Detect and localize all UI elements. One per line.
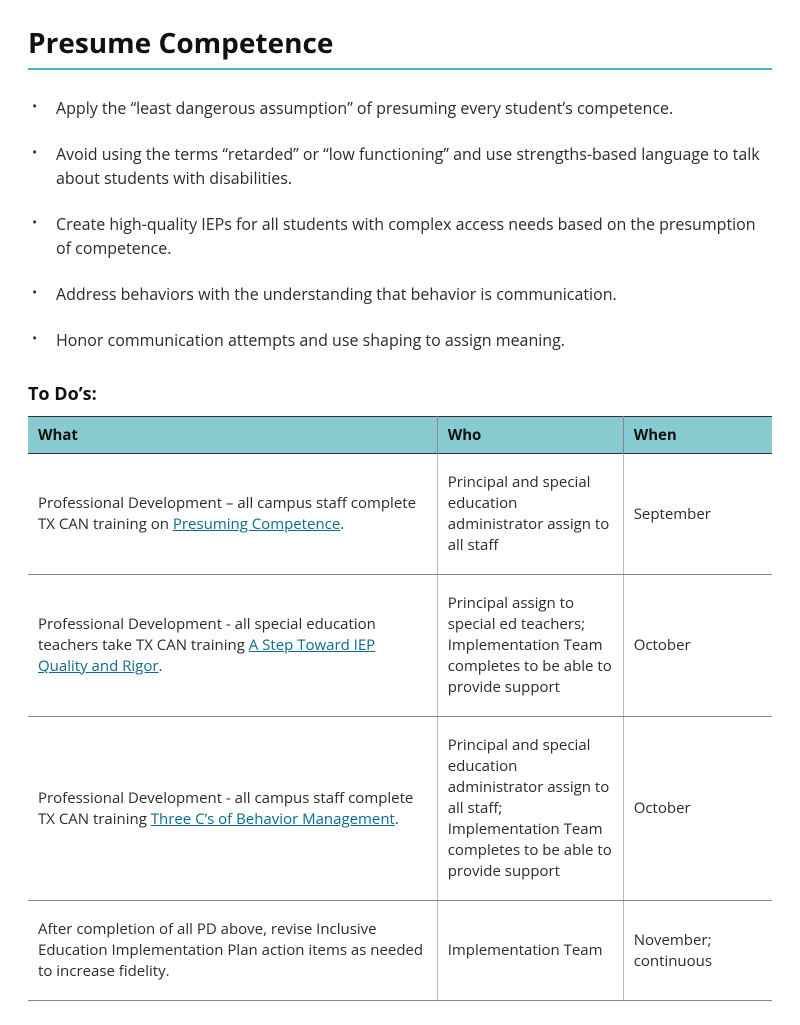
- table-header-row: What Who When: [28, 417, 772, 454]
- col-header-what: What: [28, 417, 437, 454]
- col-header-who: Who: [437, 417, 623, 454]
- table-row: Professional Development - all special e…: [28, 575, 772, 717]
- todos-heading: To Do’s:: [28, 382, 772, 406]
- cell-who: Principal and special education administ…: [437, 454, 623, 575]
- training-link[interactable]: Presuming Competence: [173, 514, 340, 534]
- title-underline: [28, 68, 772, 70]
- cell-when: October: [623, 575, 772, 717]
- todos-table: What Who When Professional Development –…: [28, 416, 772, 1001]
- table-row: After completion of all PD above, revise…: [28, 901, 772, 1001]
- table-row: Professional Development - all campus st…: [28, 717, 772, 901]
- cell-who: Principal assign to special ed teachers;…: [437, 575, 623, 717]
- cell-what: After completion of all PD above, revise…: [28, 901, 437, 1001]
- training-link[interactable]: A Step Toward IEP Quality and Rigor: [38, 635, 375, 676]
- cell-what: Professional Development - all special e…: [28, 575, 437, 717]
- cell-what: Professional Development – all campus st…: [28, 454, 437, 575]
- table-body: Professional Development – all campus st…: [28, 454, 772, 1001]
- training-link[interactable]: Three C’s of Behavior Management: [151, 809, 395, 829]
- bullet-item: Avoid using the terms “retarded” or “low…: [28, 142, 772, 190]
- cell-what: Professional Development - all campus st…: [28, 717, 437, 901]
- cell-who: Principal and special education administ…: [437, 717, 623, 901]
- table-row: Professional Development – all campus st…: [28, 454, 772, 575]
- cell-when: September: [623, 454, 772, 575]
- cell-when: October: [623, 717, 772, 901]
- bullet-item: Address behaviors with the understanding…: [28, 282, 772, 306]
- col-header-when: When: [623, 417, 772, 454]
- cell-who: Implementation Team: [437, 901, 623, 1001]
- page-title: Presume Competence: [28, 24, 772, 62]
- bullet-item: Create high-quality IEPs for all student…: [28, 212, 772, 260]
- bullet-item: Apply the “least dangerous assumption” o…: [28, 96, 772, 120]
- bullet-item: Honor communication attempts and use sha…: [28, 328, 772, 352]
- cell-when: November; continuous: [623, 901, 772, 1001]
- bullet-list: Apply the “least dangerous assumption” o…: [28, 96, 772, 352]
